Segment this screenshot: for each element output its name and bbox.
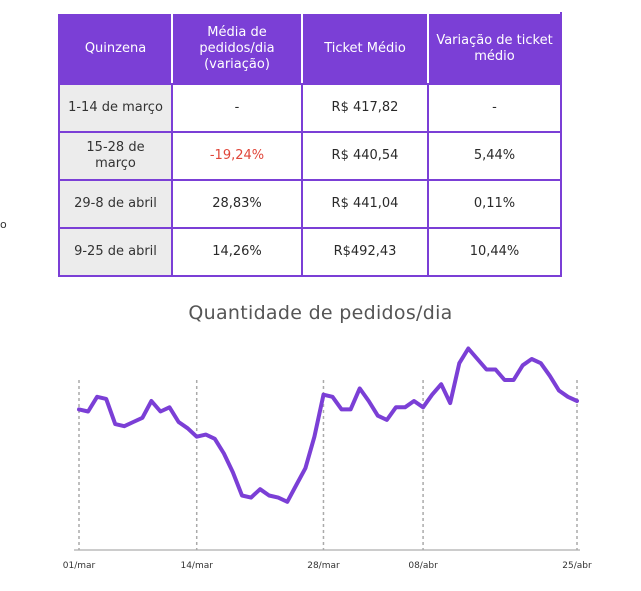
- series-line: [77, 346, 579, 504]
- x-tick-label: 25/abr: [562, 561, 592, 571]
- data-point: [466, 347, 470, 351]
- data-point: [321, 393, 325, 397]
- data-point: [222, 452, 226, 456]
- ticket-summary-table: Quinzena Média de pedidos/dia (variação)…: [58, 12, 562, 277]
- data-point: [249, 496, 253, 500]
- table-row: 15-28 de março -19,24% R$ 440,54 5,44%: [58, 131, 562, 181]
- stray-character: o: [0, 218, 7, 231]
- x-tick-label: 08/abr: [408, 561, 438, 571]
- data-point: [530, 357, 534, 361]
- cell-media: -: [171, 83, 303, 133]
- data-point: [512, 378, 516, 382]
- cell-period: 1-14 de março: [58, 83, 173, 133]
- data-point: [177, 420, 181, 424]
- data-point: [312, 435, 316, 439]
- cell-media: -19,24%: [171, 131, 303, 181]
- cell-ticket: R$492,43: [301, 227, 429, 277]
- table-row: 29-8 de abril 28,83% R$ 441,04 0,11%: [58, 179, 562, 229]
- data-point: [421, 405, 425, 409]
- cell-media: 14,26%: [171, 227, 303, 277]
- data-point: [294, 483, 298, 487]
- cell-period: 15-28 de março: [58, 131, 173, 181]
- data-point: [140, 416, 144, 420]
- data-point: [258, 487, 262, 491]
- data-point: [240, 494, 244, 498]
- data-point: [340, 407, 344, 411]
- header-ticket-medio: Ticket Médio: [301, 12, 429, 85]
- data-point: [168, 405, 172, 409]
- header-quinzena: Quinzena: [58, 12, 173, 85]
- data-point: [86, 410, 90, 414]
- cell-media: 28,83%: [171, 179, 303, 229]
- data-point: [430, 393, 434, 397]
- data-point: [358, 386, 362, 390]
- data-point: [412, 399, 416, 403]
- data-point: [566, 395, 570, 399]
- data-point: [376, 414, 380, 418]
- x-tick-label: 01/mar: [63, 561, 96, 571]
- table-header-row: Quinzena Média de pedidos/dia (variação)…: [58, 12, 562, 85]
- cell-var-ticket: -: [427, 83, 562, 133]
- cell-var-ticket: 5,44%: [427, 131, 562, 181]
- data-point: [557, 389, 561, 393]
- data-point: [149, 399, 153, 403]
- data-point: [403, 405, 407, 409]
- x-tick-label: 14/mar: [180, 561, 213, 571]
- data-point: [186, 426, 190, 430]
- data-point: [448, 401, 452, 405]
- cell-period: 9-25 de abril: [58, 227, 173, 277]
- data-point: [484, 368, 488, 372]
- header-media-pedidos: Média de pedidos/dia (variação): [171, 12, 303, 85]
- data-point: [95, 395, 99, 399]
- data-point: [303, 466, 307, 470]
- cell-var-ticket: 0,11%: [427, 179, 562, 229]
- data-point: [195, 435, 199, 439]
- data-point: [231, 470, 235, 474]
- data-point: [575, 399, 579, 403]
- data-point: [213, 437, 217, 441]
- data-point: [104, 397, 108, 401]
- x-tick-label: 28/mar: [307, 561, 340, 571]
- data-point: [349, 407, 353, 411]
- cell-ticket: R$ 441,04: [301, 179, 429, 229]
- data-point: [548, 374, 552, 378]
- table-row: 1-14 de março - R$ 417,82 -: [58, 83, 562, 133]
- cell-period: 29-8 de abril: [58, 179, 173, 229]
- data-point: [457, 361, 461, 365]
- data-point: [204, 433, 208, 437]
- data-point: [394, 405, 398, 409]
- data-point: [331, 395, 335, 399]
- data-point: [494, 368, 498, 372]
- chart-title: Quantidade de pedidos/dia: [188, 302, 453, 324]
- data-point: [475, 357, 479, 361]
- data-point: [521, 363, 525, 367]
- data-point: [122, 424, 126, 428]
- data-point: [439, 382, 443, 386]
- data-point: [385, 418, 389, 422]
- data-point: [285, 500, 289, 504]
- cell-ticket: R$ 440,54: [301, 131, 429, 181]
- data-point: [131, 420, 135, 424]
- data-point: [267, 494, 271, 498]
- data-point: [113, 422, 117, 426]
- data-point: [367, 399, 371, 403]
- data-point: [539, 361, 543, 365]
- header-variacao-ticket: Variação de ticket médio: [427, 12, 562, 85]
- cell-ticket: R$ 417,82: [301, 83, 429, 133]
- data-point: [503, 378, 507, 382]
- table-row: 9-25 de abril 14,26% R$492,43 10,44%: [58, 227, 562, 277]
- cell-var-ticket: 10,44%: [427, 227, 562, 277]
- data-point: [158, 410, 162, 414]
- data-point: [77, 407, 81, 411]
- data-point: [276, 496, 280, 500]
